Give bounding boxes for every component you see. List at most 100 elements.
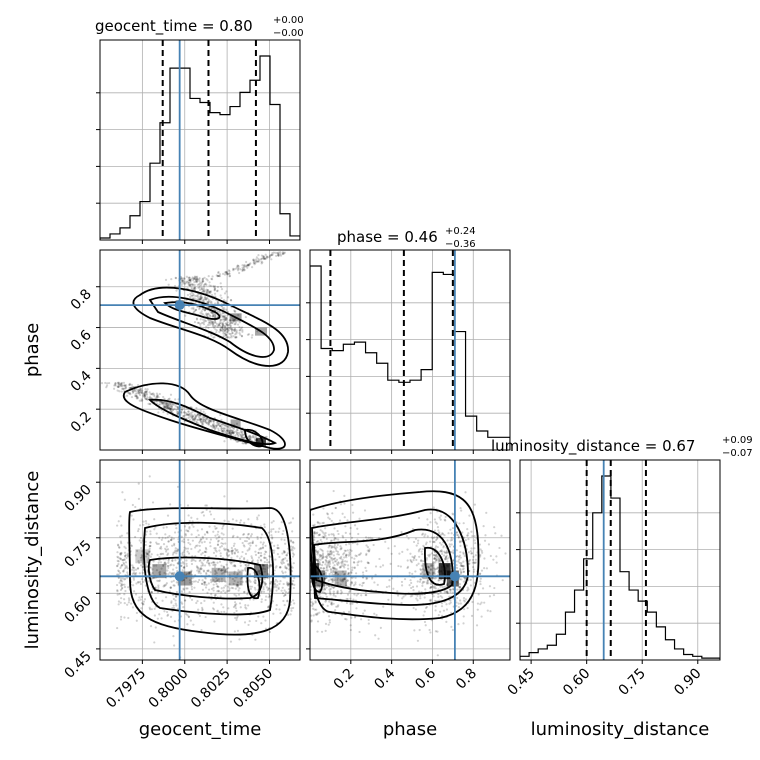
sample-point [188,279,192,282]
sample-point [210,334,213,337]
sample-point [129,386,132,390]
sample-point [433,553,436,557]
sample-point [149,541,152,544]
sample-point [206,422,209,425]
sample-point [116,626,119,630]
sample-point [445,603,448,606]
sample-point [130,602,133,605]
sample-point [163,562,166,565]
sample-point [158,571,161,574]
sample-point [234,267,237,270]
sample-point [182,588,185,591]
sample-point [232,431,235,435]
sample-point [419,597,422,600]
sample-point [187,572,190,575]
sample-point [315,613,318,616]
sample-point [176,562,180,565]
sample-point [334,506,337,510]
sample-point [328,544,331,547]
sample-point [212,284,215,288]
sample-point [221,325,224,328]
hist-bin [454,332,465,450]
sample-point [479,572,482,575]
sample-point [210,306,214,310]
y-tick-label: 0.45 [61,648,94,681]
sample-point [225,323,228,327]
sample-point [223,548,226,552]
sample-point [215,329,218,332]
sample-point [150,591,154,594]
sample-point [257,257,260,261]
sample-point [472,565,475,569]
sample-point [429,540,432,543]
sample-point [140,595,143,598]
sample-point [331,573,334,576]
sample-point [316,550,319,554]
sample-point [365,593,368,597]
sample-point [183,566,186,569]
sample-point [126,603,129,606]
sample-point [317,521,320,524]
sample-point [157,579,160,583]
sample-point [312,524,315,528]
sample-point [118,546,121,549]
sample-point [357,553,360,556]
sample-point [321,549,324,553]
sample-point [429,599,432,603]
sample-point [204,418,207,421]
sample-point [244,563,247,566]
sample-point [233,318,236,321]
sample-point [163,401,166,404]
sample-point [158,579,161,582]
sample-point [248,435,252,439]
sample-point [128,383,131,386]
sample-point [250,523,253,526]
sample-point [184,414,188,417]
sample-point [212,583,215,586]
axes-frame [99,459,301,661]
sample-point [224,271,227,274]
sample-point [194,580,197,583]
sample-point [174,547,177,550]
sample-point [321,521,324,525]
sample-point [248,619,251,623]
sample-point [187,410,190,413]
sample-point [474,561,477,564]
sample-point [232,268,236,271]
sample-point [156,542,159,546]
sample-point [155,392,159,395]
sample-point [347,571,350,575]
sample-point [121,564,124,567]
sample-point [238,570,241,573]
sample-point [326,569,329,572]
sample-point [118,390,121,393]
sample-point [213,561,216,564]
sample-point [378,557,381,561]
sample-point [117,385,120,388]
sample-point [246,263,249,266]
sample-point [199,418,203,421]
sample-point [412,589,415,592]
sample-point [132,390,135,393]
sample-point [198,559,201,563]
sample-point [145,392,148,395]
sample-point [216,579,219,582]
sample-point [131,503,134,507]
sample-point [198,286,201,289]
sample-point [223,547,226,550]
sample-point [168,534,171,538]
sample-point [257,551,260,554]
sample-point [501,579,504,582]
sample-point [166,553,169,557]
sample-point [210,321,213,324]
sample-point [235,331,238,334]
hist-bin [575,590,584,660]
sample-point [171,568,175,571]
sample-point [161,599,164,602]
sample-point [260,254,264,257]
sample-point [236,584,239,587]
sample-point [157,561,160,564]
sample-point [434,587,438,590]
sample-point [495,555,498,558]
sample-point [275,589,278,592]
